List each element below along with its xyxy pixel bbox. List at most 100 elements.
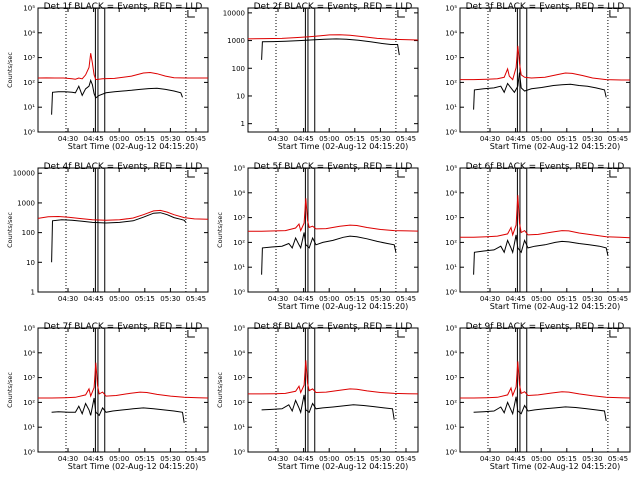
plot-frame <box>459 327 631 453</box>
x-tick-label: 05:15 <box>345 135 365 143</box>
x-tick-label: 04:45 <box>84 455 104 463</box>
y-tick-label: 10¹ <box>445 424 457 432</box>
y-tick-label: 10⁵ <box>445 165 457 173</box>
chart-panel-5: Det 5f BLACK = Events, RED = LLD 10⁰ 10¹ 10… <box>216 162 419 311</box>
series-events-line <box>51 397 185 423</box>
y-tick-label: 10⁰ <box>233 449 245 457</box>
x-tick-label: 05:30 <box>160 295 180 303</box>
bracket-marker <box>609 330 617 338</box>
panel-title: Det 9f BLACK = Events, RED = LLD <box>466 322 625 332</box>
plot-frame <box>37 7 209 133</box>
series-events-line <box>473 396 607 421</box>
y-tick-label: 10 <box>26 259 35 267</box>
x-tick-label: 05:30 <box>160 455 180 463</box>
y-tick-label: 10¹ <box>445 264 457 272</box>
x-tick-label: 05:00 <box>319 455 339 463</box>
x-tick-label: 04:45 <box>506 135 526 143</box>
panel-title: Det 8f BLACK = Events, RED = LLD <box>254 322 413 332</box>
x-tick-label: 05:30 <box>370 295 390 303</box>
panel-title: Det 1f BLACK = Events, RED = LLD <box>44 2 203 12</box>
y-tick-label: 10⁴ <box>445 189 457 197</box>
x-tick-label: 04:45 <box>506 455 526 463</box>
panel-title: Det 4f BLACK = Events, RED = LLD <box>44 162 203 172</box>
y-tick-label: 10³ <box>233 374 245 382</box>
plot-frame <box>247 7 419 133</box>
y-tick-label: 100 <box>232 65 245 73</box>
x-tick-label: 05:30 <box>582 295 602 303</box>
x-tick-label: 05:30 <box>582 135 602 143</box>
x-tick-label: 04:30 <box>480 455 500 463</box>
series-lld-line <box>248 360 419 395</box>
series-lld-line <box>38 362 209 399</box>
x-tick-label: 05:45 <box>608 295 628 303</box>
y-tick-label: 10² <box>23 79 35 87</box>
x-axis-label: Start Time (02-Aug-12 04:15:20) <box>490 462 621 471</box>
bracket-marker <box>187 10 195 18</box>
y-tick-label: 10⁰ <box>445 449 457 457</box>
y-tick-label: 10⁴ <box>23 349 35 357</box>
plot-frame <box>459 167 631 293</box>
y-tick-label: 10⁴ <box>233 189 245 197</box>
series-events-line <box>261 232 397 275</box>
plot-frame <box>37 167 209 293</box>
chart-panel-8: Det 8f BLACK = Events, RED = LLD 10⁰ 10¹ 10… <box>216 322 419 471</box>
x-tick-label: 05:15 <box>557 455 577 463</box>
y-tick-label: 10⁰ <box>445 289 457 297</box>
y-tick-label: 10² <box>445 399 457 407</box>
y-tick-label: 10⁵ <box>233 325 245 333</box>
y-tick-label: 10² <box>445 239 457 247</box>
y-axis-label: Counts/sec <box>216 212 224 248</box>
bracket-marker <box>397 330 405 338</box>
x-tick-label: 05:15 <box>135 455 155 463</box>
series-events-line <box>51 78 183 115</box>
series-events-line <box>473 234 609 275</box>
y-tick-label: 100 <box>22 229 35 237</box>
x-tick-label: 05:15 <box>557 135 577 143</box>
x-axis-label: Start Time (02-Aug-12 04:15:20) <box>278 462 409 471</box>
x-tick-label: 05:15 <box>135 295 155 303</box>
x-axis-label: Start Time (02-Aug-12 04:15:20) <box>278 142 409 151</box>
chart-panel-1: Det 1f BLACK = Events, RED = LLD 10⁰ 10¹ 10… <box>6 2 209 151</box>
y-tick-label: 10⁰ <box>23 129 35 137</box>
y-tick-label: 10⁵ <box>23 5 35 13</box>
y-tick-label: 10³ <box>23 54 35 62</box>
x-tick-label: 05:00 <box>531 295 551 303</box>
bracket-marker <box>397 170 405 178</box>
series-events-line <box>261 38 400 60</box>
y-tick-label: 10⁴ <box>23 29 35 37</box>
x-tick-label: 05:45 <box>608 455 628 463</box>
y-axis-label: Counts/sec <box>6 372 14 408</box>
y-tick-label: 10³ <box>445 214 457 222</box>
y-tick-label: 10⁵ <box>445 5 457 13</box>
x-tick-label: 05:45 <box>186 295 206 303</box>
x-tick-label: 05:45 <box>396 135 416 143</box>
x-tick-label: 05:30 <box>370 135 390 143</box>
series-lld-line <box>37 53 208 81</box>
y-tick-label: 10² <box>23 399 35 407</box>
y-tick-label: 10⁰ <box>23 449 35 457</box>
series-events-line <box>51 212 187 263</box>
y-tick-label: 10 <box>236 92 245 100</box>
x-tick-label: 05:00 <box>319 135 339 143</box>
y-axis-label: Counts/sec <box>6 212 14 248</box>
x-axis-label: Start Time (02-Aug-12 04:15:20) <box>68 142 199 151</box>
x-tick-label: 05:00 <box>319 295 339 303</box>
y-tick-label: 10¹ <box>23 424 35 432</box>
x-tick-label: 04:30 <box>58 135 78 143</box>
y-tick-label: 10000 <box>13 170 35 178</box>
y-tick-label: 10³ <box>233 214 245 222</box>
x-tick-label: 05:45 <box>396 455 416 463</box>
x-tick-label: 05:00 <box>109 135 129 143</box>
x-tick-label: 05:00 <box>109 455 129 463</box>
panel-title: Det 5f BLACK = Events, RED = LLD <box>254 162 413 172</box>
y-tick-label: 1 <box>31 289 35 297</box>
x-tick-label: 04:45 <box>84 295 104 303</box>
y-axis-label: Counts/sec <box>216 372 224 408</box>
y-tick-label: 10² <box>233 239 245 247</box>
x-tick-label: 05:45 <box>396 295 416 303</box>
y-tick-label: 1000 <box>17 199 35 207</box>
x-tick-label: 04:30 <box>268 295 288 303</box>
x-tick-label: 05:00 <box>109 295 129 303</box>
panel-title: Det 2f BLACK = Events, RED = LLD <box>254 2 413 12</box>
